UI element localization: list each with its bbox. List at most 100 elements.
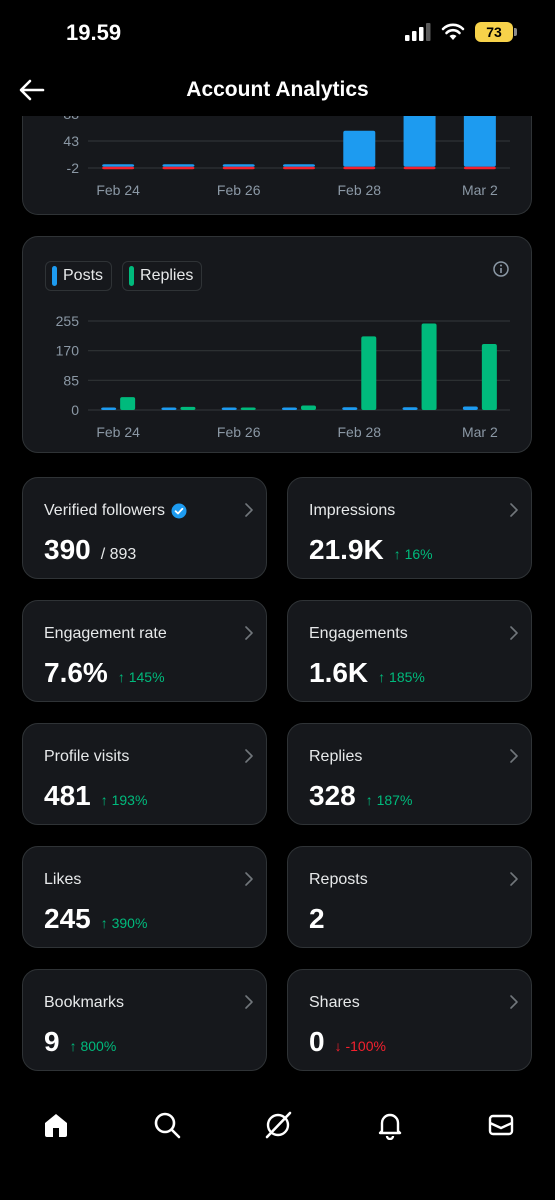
home-indicator [178,1178,378,1184]
chevron-right-icon [510,749,518,763]
metric-label: Reposts [309,871,368,889]
info-icon[interactable] [491,259,511,279]
y-tick-label: 170 [56,343,80,359]
bar-posts-6 [462,406,478,410]
bar-series-0-3 [283,164,315,167]
metric-change: ↑ 800% [69,1038,117,1054]
chevron-right-icon [245,749,253,763]
bar-series-0-2 [222,164,255,167]
metric-card-verified-followers[interactable]: Verified followers 390 / 893 [22,477,267,579]
metric-value: 1.6K [309,657,369,688]
metric-card-shares[interactable]: Shares 0 ↓ -100% [287,969,532,1071]
metric-change: ↑ 390% [100,915,148,931]
y-tick-label: 255 [56,313,80,329]
x-tick-label: Feb 24 [96,182,140,198]
metric-card-likes[interactable]: Likes 245 ↑ 390% [22,846,267,948]
bar-series-1-6 [463,166,496,170]
bar-posts-0 [101,407,117,410]
metric-value: 7.6% [44,657,108,688]
y-tick-label: 0 [71,402,79,418]
bar-series-1-5 [403,166,436,170]
status-time: 19.59 [66,20,122,45]
nav-search[interactable] [150,1108,184,1142]
metric-label: Shares [309,994,360,1012]
bar-series-1-1 [162,166,195,170]
grok-icon [265,1111,292,1139]
metric-card-reposts[interactable]: Reposts 2 [287,846,532,948]
metric-value: 245 [44,903,91,934]
bar-series-0-4 [343,130,376,167]
metric-value: 390 [44,534,91,565]
metric-label-text: Bookmarks [44,994,125,1011]
metric-label: Profile visits [44,748,129,766]
metric-card-bookmarks[interactable]: Bookmarks 9 ↑ 800% [22,969,267,1071]
metric-card-profile-visits[interactable]: Profile visits 481 ↑ 193% [22,723,267,825]
metric-values: 1.6K ↑ 185% [309,657,425,689]
metric-label-text: Profile visits [44,748,130,765]
search-icon [154,1112,181,1139]
metric-card-impressions[interactable]: Impressions 21.9K ↑ 16% [287,477,532,579]
bar-replies-0 [120,397,136,410]
metric-change: ↓ -100% [334,1038,386,1054]
metric-card-engagements[interactable]: Engagements 1.6K ↑ 185% [287,600,532,702]
y-tick-label: -2 [67,160,80,176]
metric-label-text: Engagements [309,625,408,642]
bar-series-0-5 [403,114,436,167]
chevron-right-icon [510,995,518,1009]
metric-label-text: Verified followers [44,502,165,519]
metric-change: ↑ 145% [117,669,165,685]
metric-values: 390 / 893 [44,534,136,566]
battery-level: 73 [486,24,502,40]
metric-label: Engagements [309,625,408,643]
nav-home[interactable] [39,1108,73,1142]
bottom-navigation [0,1098,555,1154]
metric-values: 21.9K ↑ 16% [309,534,433,566]
status-icons: 73 [405,22,517,42]
x-tick-label: Feb 28 [337,424,381,440]
metric-label: Engagement rate [44,625,167,643]
metric-values: 2 [309,903,325,935]
metric-change: ↑ 187% [365,792,413,808]
x-tick-label: Feb 28 [337,182,381,198]
home-icon [45,1114,67,1137]
x-tick-label: Feb 26 [217,424,261,440]
metric-value: 2 [309,903,325,934]
metric-values: 9 ↑ 800% [44,1026,116,1058]
legend-item-replies[interactable]: Replies [122,261,203,291]
bar-series-0-1 [162,164,195,167]
metric-value: 481 [44,780,91,811]
bar-posts-1 [161,407,177,410]
mail-icon [488,1114,514,1136]
metric-card-replies[interactable]: Replies 328 ↑ 187% [287,723,532,825]
metric-change: ↑ 16% [393,546,433,562]
metric-change: ↑ 185% [378,669,425,685]
metric-label: Replies [309,748,362,766]
metric-value: 9 [44,1026,60,1057]
nav-grok[interactable] [261,1108,295,1142]
chart-legend: Posts Replies [45,261,203,291]
back-button[interactable] [14,72,50,108]
nav-messages[interactable] [484,1108,518,1142]
page-header: Account Analytics [0,66,555,116]
bar-series-1-0 [102,166,135,170]
metric-label: Likes [44,871,81,889]
legend-item-posts[interactable]: Posts [45,261,113,291]
legend-swatch-posts [52,266,57,286]
metric-value: 0 [309,1026,325,1057]
metric-label-text: Shares [309,994,360,1011]
bar-replies-3 [301,405,316,410]
y-tick-label: 43 [63,133,79,149]
nav-notifications[interactable] [373,1108,407,1142]
chevron-right-icon [510,503,518,517]
wifi-icon [441,23,465,40]
bar-posts-4 [342,407,358,410]
chevron-right-icon [245,872,253,886]
metric-label-text: Replies [309,748,363,765]
chevron-right-icon [245,503,253,517]
bar-posts-3 [282,407,297,410]
bar-series-1-4 [343,166,376,170]
chevron-right-icon [510,872,518,886]
metric-card-engagement-rate[interactable]: Engagement rate 7.6% ↑ 145% [22,600,267,702]
metric-values: 481 ↑ 193% [44,780,147,812]
battery-indicator: 73 [475,22,517,42]
